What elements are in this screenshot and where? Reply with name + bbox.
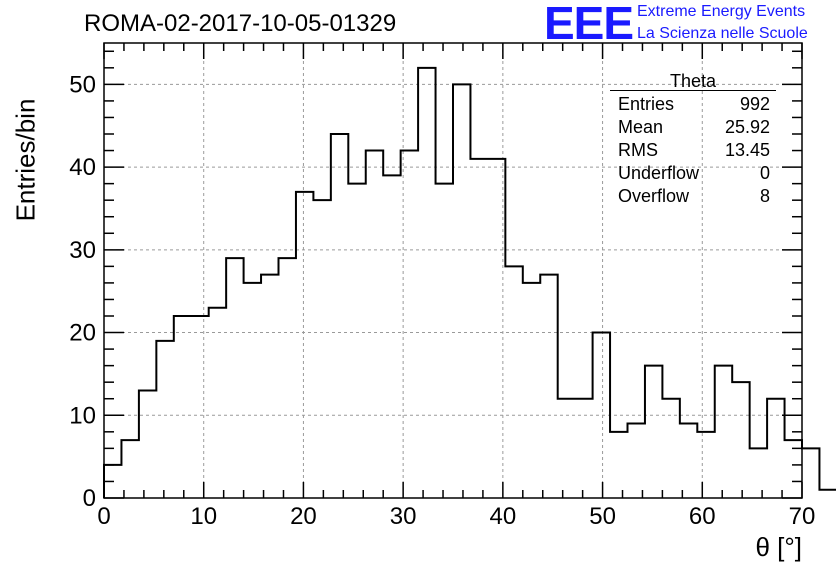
stats-value: 25.92 [724, 117, 770, 137]
stats-label: Entries [618, 94, 675, 114]
x-tick-label: 50 [589, 503, 616, 530]
x-tick-label: 30 [390, 503, 417, 530]
stats-row: Mean 25.92 [610, 116, 776, 139]
stats-value: 13.45 [724, 140, 770, 160]
y-tick-label: 40 [69, 154, 96, 181]
y-tick-label: 10 [69, 402, 96, 429]
stats-row: Entries 992 [610, 93, 776, 116]
stats-title: Theta [610, 72, 776, 91]
axis-ticks [103, 43, 803, 499]
x-tick-label: 20 [290, 503, 317, 530]
stats-label: Underflow [618, 163, 700, 183]
x-tick-label: 10 [190, 503, 217, 530]
y-tick-label: 30 [69, 237, 96, 264]
stats-row: Underflow 0 [610, 162, 776, 185]
y-tick-label: 20 [69, 320, 96, 347]
stats-box: Theta Entries 992 Mean 25.92 RMS 13.45 Unde… [610, 72, 776, 208]
y-tick-label: 0 [83, 485, 96, 512]
tick-labels: 0 10 20 30 40 50 60 70 0 10 20 30 40 50 [69, 71, 815, 530]
stats-label: Mean [618, 117, 664, 137]
stats-value: 0 [759, 163, 770, 183]
logo-line-1: Extreme Energy Events [637, 3, 806, 20]
x-tick-label: 0 [97, 503, 110, 530]
x-tick-label: 40 [490, 503, 517, 530]
stats-row: Overflow 8 [610, 185, 776, 208]
x-tick-label: 60 [689, 503, 716, 530]
run-title: ROMA-02-2017-10-05-01329 [84, 10, 397, 37]
stats-label: RMS [618, 140, 658, 160]
y-axis-label-box: Entries/bin [8, 98, 44, 222]
stats-value: 992 [739, 94, 770, 114]
y-axis-label: Entries/bin [10, 98, 41, 222]
eee-logo: EEE [544, 0, 634, 49]
x-axis-label: θ [°] [755, 532, 802, 562]
histogram-steps [103, 66, 836, 498]
x-tick-label: 70 [789, 503, 816, 530]
logo-line-2: La Scienza nelle Scuole [637, 25, 808, 42]
y-tick-label: 50 [69, 71, 96, 98]
stats-row: RMS 13.45 [610, 139, 776, 162]
plot-frame [103, 42, 803, 499]
stats-label: Overflow [618, 186, 690, 206]
stats-value: 8 [759, 186, 770, 206]
